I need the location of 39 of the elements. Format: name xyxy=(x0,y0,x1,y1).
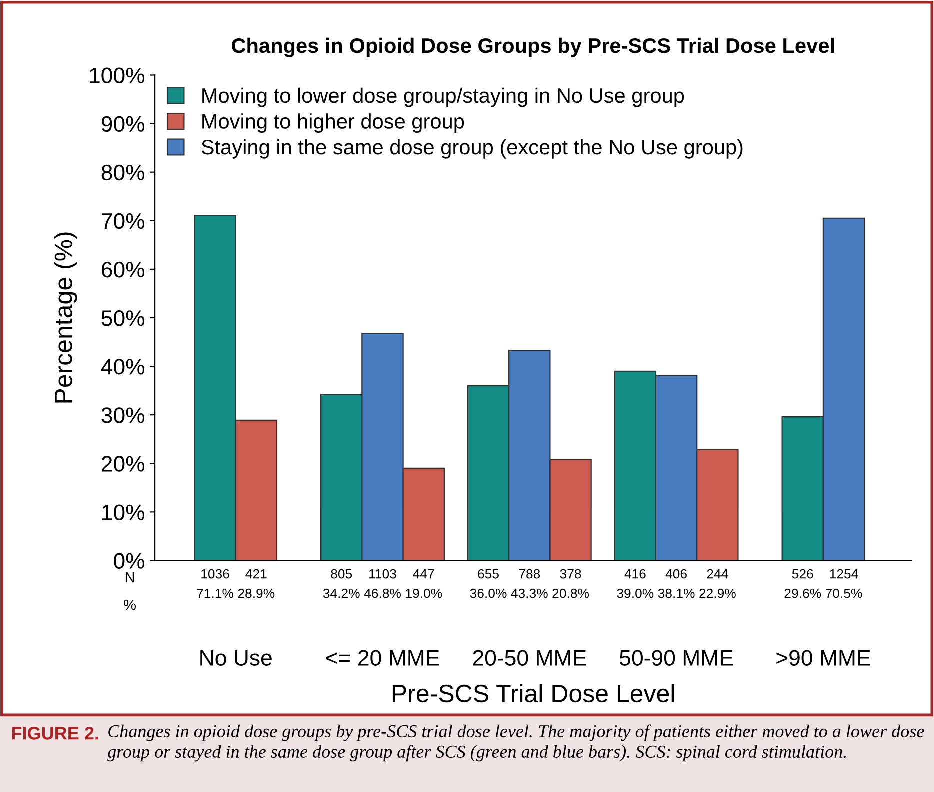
legend-label: Moving to lower dose group/staying in No Use group xyxy=(202,88,684,108)
data-label: 416 39.0% xyxy=(617,569,654,598)
y-tick-label: 10% xyxy=(102,504,145,520)
x-tick-label: 50-90 MME xyxy=(620,650,734,666)
data-label: 421 28.9% xyxy=(238,569,275,598)
x-axis-title: Pre-SCS Trial Dose Level xyxy=(392,684,674,703)
data-label: 1036 71.1% xyxy=(197,569,234,598)
text: Changes in opioid dose groups by pre-SCS trial dose level. The majority of patients either moved to a lower dose group or stayed in the same dose group after SCS (green and blue bars). SCS: spinal cord stimulation. xyxy=(108,724,924,762)
data-label: 244 22.9% xyxy=(700,569,736,598)
y-tick-label: 100% xyxy=(90,68,145,84)
x-tick-label: <= 20 MME xyxy=(326,650,440,666)
y-tick-label: 70% xyxy=(102,213,145,230)
y-tick-label: 60% xyxy=(102,262,145,278)
chart-title: Changes in Opioid Dose Groups by Pre-SCS Trial Dose Level xyxy=(232,38,834,58)
data-label: 526 29.6% xyxy=(784,569,822,598)
data-label: 378 20.8% xyxy=(552,569,590,598)
data-label: 406 38.1% xyxy=(658,569,695,598)
y-tick-label: 80% xyxy=(102,164,145,181)
y-tick-label: 0% xyxy=(114,553,145,570)
data-label: 1103 46.8% xyxy=(364,569,401,598)
data-label: 788 43.3% xyxy=(511,569,548,598)
legend-label: Moving to higher dose group xyxy=(202,114,464,134)
x-tick-label: >90 MME xyxy=(776,650,870,666)
text: % xyxy=(124,600,136,610)
y-tick-label: 30% xyxy=(102,408,145,424)
y-tick-label: 40% xyxy=(101,359,145,375)
y-axis-title: Percentage (%) xyxy=(54,232,78,403)
caption: FIGURE 2. xyxy=(12,727,98,740)
data-label: 805 34.2% xyxy=(323,569,360,598)
text: N xyxy=(126,572,134,582)
y-tick-label: 50% xyxy=(102,310,145,326)
y-tick-label: 90% xyxy=(102,116,145,132)
legend-label: Staying in the same dose group (except the No Use group) xyxy=(202,139,743,159)
data-label: 1254 70.5% xyxy=(826,569,862,598)
data-label: 447 19.0% xyxy=(406,570,442,598)
x-tick-label: No Use xyxy=(200,650,272,666)
data-label: 655 36.0% xyxy=(470,569,507,598)
y-tick-label: 20% xyxy=(102,456,145,472)
x-tick-label: 20-50 MME xyxy=(473,650,586,666)
